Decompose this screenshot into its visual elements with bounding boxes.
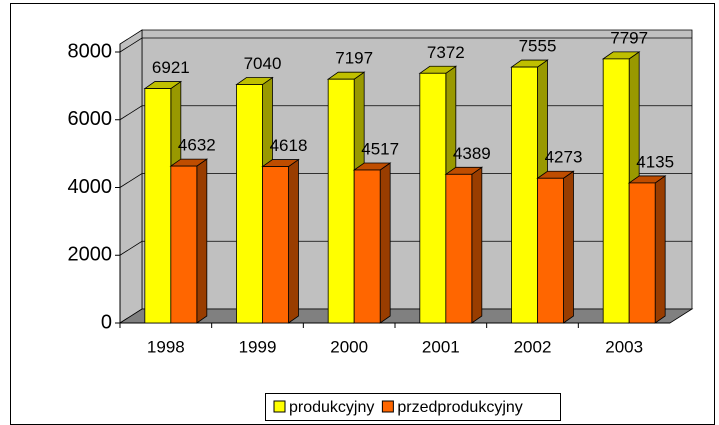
legend-label: produkcyjny xyxy=(289,399,374,416)
x-tick-label: 2003 xyxy=(605,337,643,356)
value-label: 7797 xyxy=(610,28,648,47)
x-tick-label: 1999 xyxy=(239,337,277,356)
y-tick-label: 2000 xyxy=(68,244,113,266)
side-wall xyxy=(119,29,143,324)
bar-front xyxy=(327,78,355,324)
value-label: 6921 xyxy=(152,58,190,77)
bar xyxy=(627,175,667,324)
bar-front xyxy=(511,66,538,324)
grid-line xyxy=(119,37,692,53)
bar-front xyxy=(262,166,289,324)
value-label: 4632 xyxy=(178,136,216,155)
bar-front xyxy=(170,165,198,324)
value-label: 4618 xyxy=(270,136,308,155)
bar-front xyxy=(602,58,630,324)
value-label: 4389 xyxy=(453,144,491,163)
legend-label: przedprodukcyjny xyxy=(397,399,522,416)
value-label: 4517 xyxy=(361,139,399,158)
bar-front xyxy=(144,88,172,324)
bar-front xyxy=(353,169,381,324)
bar-side xyxy=(196,158,208,324)
grid-line xyxy=(119,105,692,121)
legend-swatch xyxy=(381,400,394,413)
bar-front xyxy=(445,173,473,324)
x-tick-label: 1998 xyxy=(147,337,185,356)
value-label: 4135 xyxy=(636,152,674,171)
bar-side xyxy=(563,170,574,324)
x-tick-label: 2002 xyxy=(514,337,552,356)
bar xyxy=(352,162,392,324)
grid-line xyxy=(119,240,692,256)
y-tick-label: 6000 xyxy=(68,108,113,130)
bar-front xyxy=(537,177,564,324)
legend-box xyxy=(265,393,561,421)
y-tick-label: 0 xyxy=(101,311,112,333)
bar-front xyxy=(628,182,656,324)
bar xyxy=(169,158,209,324)
bar xyxy=(510,59,549,324)
y-tick-label: 4000 xyxy=(68,176,113,198)
value-label: 7555 xyxy=(519,37,557,56)
bar xyxy=(536,170,575,324)
legend-swatch xyxy=(273,400,286,413)
x-tick-label: 2001 xyxy=(422,337,460,356)
x-tick-label: 2000 xyxy=(330,337,368,356)
bar xyxy=(261,158,300,324)
value-label: 4273 xyxy=(545,148,583,167)
bar-front xyxy=(419,72,447,324)
y-tick-label: 8000 xyxy=(68,40,113,62)
value-label: 7040 xyxy=(244,54,282,73)
bar-side xyxy=(471,166,483,324)
value-label: 7372 xyxy=(427,43,465,62)
value-label: 7197 xyxy=(335,49,373,68)
bar-side xyxy=(379,162,391,324)
bar xyxy=(444,166,484,324)
bar-side xyxy=(288,158,299,324)
bar-front xyxy=(236,84,263,324)
grid-line xyxy=(119,173,692,188)
bar-side xyxy=(654,175,666,324)
